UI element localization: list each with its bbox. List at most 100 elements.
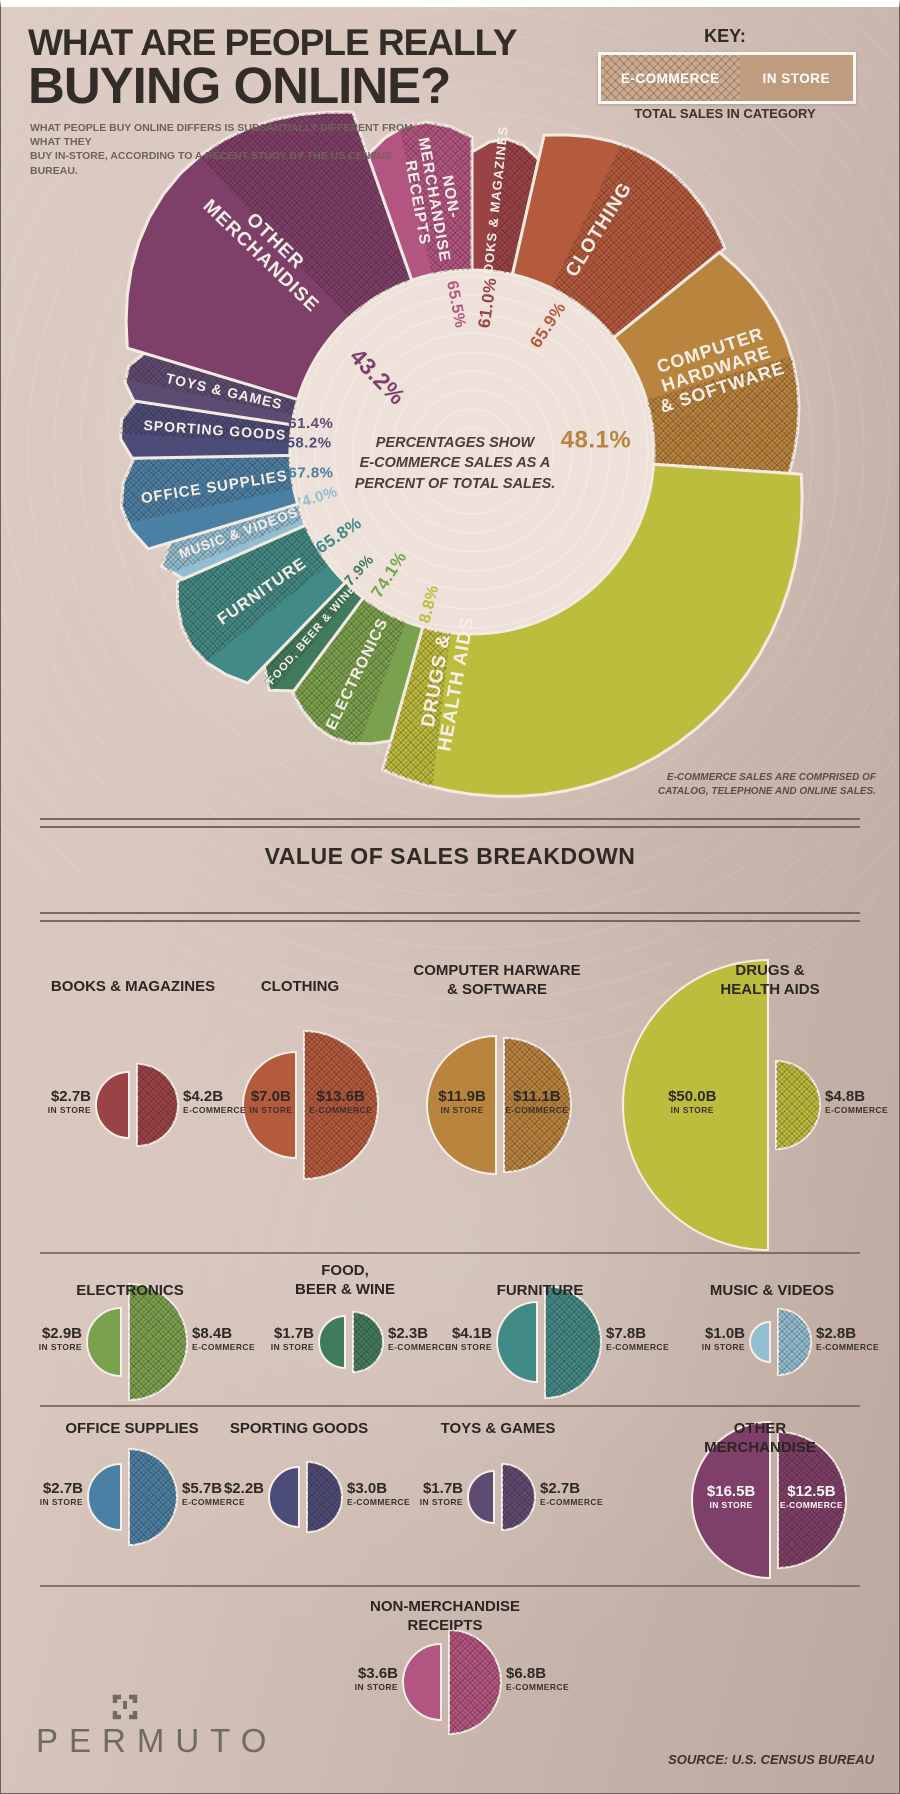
furniture-in-store-half	[496, 1300, 538, 1384]
donut-segment-clothing-ecommerce-hatch	[551, 144, 725, 338]
legend-key: E-COMMERCE IN STORE	[598, 52, 856, 104]
row-separator	[40, 1405, 860, 1407]
computer-hardware-software-title: COMPUTER HARWARE & SOFTWARE	[413, 962, 581, 998]
value: $5.7B	[182, 1480, 223, 1497]
other-merchandise-ecommerce-half-hatch	[778, 1432, 846, 1568]
channel: E-COMMERCE	[825, 1104, 889, 1115]
clothing-ecommerce-label: $13.6B E-COMMERCE	[309, 1088, 372, 1115]
channel: E-COMMERCE	[540, 1496, 604, 1507]
food-beer-wine-ecommerce-half-hatch	[353, 1312, 383, 1372]
toys-games-in-store-half	[467, 1469, 495, 1525]
value: $1.0B	[704, 1325, 745, 1342]
furniture-ecommerce-half-hatch	[545, 1286, 601, 1398]
office-supplies-title: OFFICE SUPPLIES	[65, 1420, 199, 1437]
channel: IN STORE	[709, 1499, 753, 1510]
sporting-goods-title: SPORTING GOODS	[229, 1420, 369, 1437]
donut-segment-books-magazines-ecommerce-hatch	[487, 139, 539, 275]
furniture-title: FURNITURE	[496, 1282, 584, 1299]
donut-pct-sporting-goods: 58.2%	[287, 435, 332, 452]
food-beer-wine-in-store-label: $1.7B IN STORE	[270, 1325, 314, 1352]
section-title: VALUE OF SALES BREAKDOWN	[264, 843, 636, 869]
donut-segment-furniture-ecommerce-hatch	[177, 525, 330, 663]
channel: IN STORE	[249, 1104, 293, 1115]
other-merchandise-ecommerce-label: $12.5B E-COMMERCE	[779, 1483, 843, 1510]
books-magazines-ecommerce-label: $4.2B E-COMMERCE	[183, 1088, 246, 1115]
channel: IN STORE	[419, 1496, 463, 1507]
furniture-in-store-label: $4.1B IN STORE	[448, 1325, 492, 1352]
electronics-ecommerce-label: $8.4B E-COMMERCE	[192, 1325, 256, 1352]
books-magazines-in-store-label: $2.7B IN STORE	[47, 1088, 91, 1115]
background-swirl-rings	[290, 270, 654, 634]
channel: E-COMMERCE	[779, 1499, 843, 1510]
furniture-ecommerce-label: $7.8B E-COMMERCE	[606, 1325, 670, 1352]
channel: IN STORE	[47, 1104, 91, 1115]
channel: IN STORE	[670, 1104, 714, 1115]
other-merchandise-in-store-half	[691, 1420, 771, 1580]
sales-breakdown-semicircles	[86, 958, 847, 1736]
channel: E-COMMERCE	[347, 1496, 411, 1507]
value: $7.0B	[250, 1088, 291, 1105]
clothing-ecommerce-half-hatch	[304, 1031, 378, 1179]
value: $11.1B	[513, 1088, 561, 1105]
key-caption: TOTAL SALES IN CATEGORY	[634, 106, 816, 121]
non-merchandise-receipts-in-store-label: $3.6B IN STORE	[355, 1665, 398, 1692]
office-supplies-ecommerce-half-hatch	[129, 1449, 177, 1545]
page-title-line1: WHAT ARE PEOPLE REALLY	[28, 22, 518, 63]
value: $8.4B	[192, 1325, 233, 1342]
value: $2.7B	[540, 1480, 581, 1497]
non-merchandise-receipts-ecommerce-label: $6.8B E-COMMERCE	[506, 1665, 570, 1692]
music-videos-ecommerce-half-hatch	[778, 1309, 811, 1375]
channel: E-COMMERCE	[182, 1496, 246, 1507]
channel: E-COMMERCE	[506, 1681, 570, 1692]
other-merchandise-in-store-label: $16.5B IN STORE	[707, 1483, 755, 1510]
toys-games-title: TOYS & GAMES	[440, 1420, 556, 1437]
channel: E-COMMERCE	[816, 1341, 880, 1352]
page-title-line2: BUYING ONLINE?	[28, 57, 451, 114]
donut-segment-computer-hardware-software-ecommerce-hatch	[646, 356, 799, 474]
toys-games-in-store-label: $1.7B IN STORE	[419, 1480, 463, 1507]
donut-segment-electronics-ecommerce-hatch	[292, 597, 407, 744]
value: $7.8B	[606, 1325, 647, 1342]
food-beer-wine-ecommerce-label: $2.3B E-COMMERCE	[388, 1325, 452, 1352]
row-separator	[40, 1585, 860, 1587]
donut-segment-food-beer-wine-ecommerce-hatch	[264, 582, 356, 692]
value: $2.3B	[388, 1325, 429, 1342]
electronics-ecommerce-half-hatch	[129, 1284, 187, 1400]
channel: E-COMMERCE	[388, 1341, 452, 1352]
donut-segment-drugs-health-aids	[381, 462, 804, 798]
value: $1.7B	[273, 1325, 314, 1342]
music-videos-ecommerce-label: $2.8B E-COMMERCE	[816, 1325, 880, 1352]
donut-segment-office-supplies-ecommerce-hatch	[120, 455, 294, 524]
channel: IN STORE	[701, 1341, 745, 1352]
channel: IN STORE	[270, 1341, 314, 1352]
drugs-health-aids-ecommerce-label: $4.8B E-COMMERCE	[825, 1088, 889, 1115]
channel: IN STORE	[440, 1104, 484, 1115]
value: $3.0B	[347, 1480, 388, 1497]
legend-ecommerce-swatch: E-COMMERCE	[601, 55, 740, 101]
office-supplies-in-store-half	[87, 1462, 122, 1532]
value: $50.0B	[668, 1088, 717, 1105]
value: $2.8B	[816, 1325, 857, 1342]
channel: E-COMMERCE	[606, 1341, 670, 1352]
books-magazines-in-store-half	[95, 1070, 130, 1140]
channel: IN STORE	[448, 1341, 492, 1352]
computer-hardware-software-ecommerce-half-hatch	[504, 1038, 571, 1172]
channel: IN STORE	[39, 1496, 83, 1507]
value: $12.5B	[787, 1483, 836, 1500]
electronics-title: ELECTRONICS	[76, 1282, 184, 1299]
other-merchandise-title: OTHER MERCHANDISE	[704, 1420, 816, 1456]
value: $4.8B	[825, 1088, 866, 1105]
computer-hardware-software-in-store-label: $11.9B IN STORE	[438, 1088, 486, 1115]
permuto-logo-text: PERMUTO	[36, 1722, 278, 1759]
donut-segment-toys-games-ecommerce-hatch	[124, 353, 298, 415]
value: $2.2B	[223, 1480, 264, 1497]
value: $2.7B	[50, 1088, 91, 1105]
source-credit: SOURCE: U.S. CENSUS BUREAU	[668, 1752, 874, 1767]
channel: E-COMMERCE	[192, 1341, 256, 1352]
legend-in-store-label: IN STORE	[762, 70, 831, 86]
value: $3.6B	[357, 1665, 398, 1682]
donut-segment-non-merchandise-receipts-ecommerce-hatch	[399, 122, 472, 275]
non-merchandise-receipts-ecommerce-half-hatch	[449, 1630, 501, 1734]
value: $6.8B	[506, 1665, 547, 1682]
